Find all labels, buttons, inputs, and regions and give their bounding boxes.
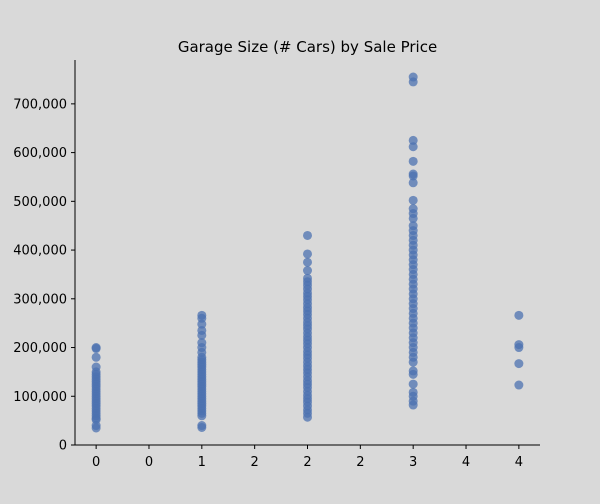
x-tick-label: 0 <box>145 455 153 470</box>
data-point <box>91 344 101 354</box>
data-point <box>303 257 312 267</box>
data-point <box>303 412 312 422</box>
data-point <box>303 230 312 240</box>
data-point <box>91 423 101 433</box>
data-point <box>514 343 524 353</box>
y-tick-label: 600,000 <box>13 146 67 161</box>
data-point <box>197 319 207 329</box>
data-point <box>408 135 418 145</box>
data-point <box>514 310 524 320</box>
data-point <box>408 195 418 205</box>
data-point <box>514 359 524 369</box>
data-point <box>408 171 418 181</box>
axes: 0 100,000 200,000 300,000 400,000 500,000 600,… <box>13 60 540 470</box>
x-tick-label: 1 <box>198 455 206 470</box>
x-tick-label: 2 <box>356 455 364 470</box>
x-tick-label: 2 <box>303 455 311 470</box>
data-point <box>408 369 418 379</box>
y-tick-label: 300,000 <box>13 292 67 307</box>
y-tick-label: 400,000 <box>13 244 67 259</box>
data-point <box>91 352 101 362</box>
data-point <box>408 213 418 223</box>
data-point <box>408 178 418 188</box>
x-tick-label: 2 <box>251 455 259 470</box>
data-point <box>303 266 312 276</box>
data-point <box>408 156 418 166</box>
y-tick-label: 0 <box>59 439 67 454</box>
data-point <box>408 142 418 152</box>
chart-title: Garage Size (# Cars) by Sale Price <box>178 38 437 56</box>
data-point <box>197 422 207 432</box>
data-point <box>197 330 207 340</box>
data-point <box>408 400 418 410</box>
y-tick-label: 700,000 <box>13 97 67 112</box>
data-point <box>408 77 418 87</box>
x-tick-label: 3 <box>409 455 417 470</box>
x-tick-label: 4 <box>462 455 470 470</box>
y-tick-label: 500,000 <box>13 195 67 210</box>
x-tick-label: 4 <box>515 455 523 470</box>
y-tick-label: 100,000 <box>13 390 67 405</box>
data-point <box>197 411 207 421</box>
x-tick-label: 0 <box>92 455 100 470</box>
y-tick-label: 200,000 <box>13 341 67 356</box>
data-point <box>408 379 418 389</box>
data-point <box>408 357 418 367</box>
data-point <box>303 249 312 259</box>
data-point <box>514 380 524 390</box>
data-points <box>91 72 524 433</box>
